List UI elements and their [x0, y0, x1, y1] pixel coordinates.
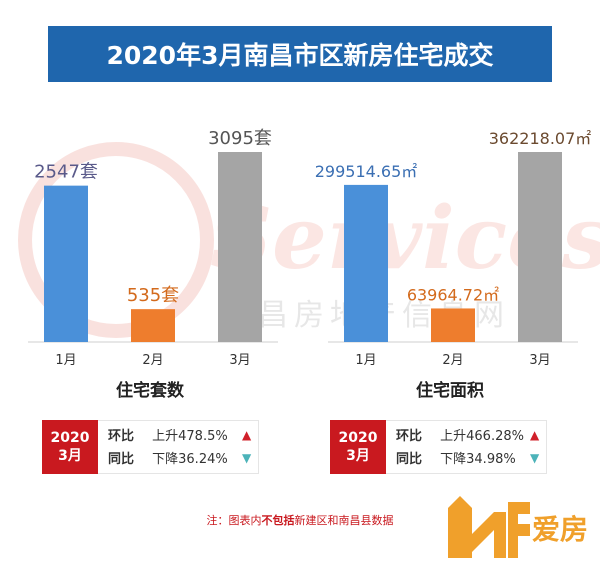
- year-badge: 2020 3月: [42, 420, 98, 474]
- arrow-down-icon: ▼: [530, 451, 540, 465]
- data-label-1: 2547套: [34, 162, 98, 183]
- stat-label: 环比: [396, 429, 423, 444]
- stat-box: 环比 上升478.5% ▲ 同比 下降36.24% ▼: [98, 420, 259, 474]
- month-label: 3月: [346, 448, 370, 464]
- year-badge: 2020 3月: [330, 420, 386, 474]
- stat-label: 同比: [396, 452, 423, 467]
- chart-panel-area: 299514.65㎡ 1月 63964.72㎡ 2月 362218.07㎡ 3月 住宅面积: [300, 100, 600, 415]
- note-suffix: 新建区和南昌县数据: [294, 514, 394, 527]
- page-title: 2020年3月南昌市区新房住宅成交: [48, 26, 552, 82]
- stat-row-mom: 环比 上升466.28% ▲: [396, 425, 539, 447]
- stat-box: 环比 上升466.28% ▲ 同比 下降34.98% ▼: [386, 420, 547, 474]
- stats-area: 2020 3月 环比 上升466.28% ▲ 同比 下降34.98% ▼: [330, 420, 548, 474]
- month-label: 3月: [58, 448, 82, 464]
- chart-units-svg: 2547套 1月 535套 2月 3095套 3月: [28, 128, 278, 368]
- arrow-down-icon: ▼: [242, 451, 252, 465]
- data-label-3: 362218.07㎡: [489, 129, 592, 148]
- bar-1: [44, 185, 88, 342]
- x-tick-label: 2月: [142, 353, 163, 368]
- stat-value: 下降36.24%: [152, 452, 228, 467]
- data-label-3: 3095套: [208, 128, 272, 149]
- stat-label: 同比: [108, 452, 135, 467]
- arrow-up-icon: ▲: [242, 428, 252, 442]
- footnote: 注：图表内不包括新建区和南昌县数据: [0, 512, 600, 528]
- x-tick-label: 1月: [55, 353, 76, 368]
- x-tick-label: 1月: [355, 353, 376, 368]
- data-label-1: 299514.65㎡: [315, 162, 418, 181]
- stat-value: 上升466.28%: [440, 429, 524, 444]
- bar-2: [131, 309, 175, 342]
- bar-3: [518, 152, 562, 342]
- x-tick-label: 3月: [229, 353, 250, 368]
- stat-row-yoy: 同比 下降36.24% ▼: [108, 448, 251, 470]
- logo-text: 爱房: [532, 513, 589, 546]
- year-label: 2020: [50, 430, 90, 446]
- chart-title-area: 住宅面积: [416, 381, 484, 401]
- stat-row-yoy: 同比 下降34.98% ▼: [396, 448, 539, 470]
- bar-3: [218, 152, 262, 342]
- x-tick-label: 3月: [529, 353, 550, 368]
- note-bold: 不包括: [261, 514, 295, 527]
- bar-1: [344, 184, 388, 342]
- chart-title-units: 住宅套数: [116, 381, 184, 401]
- chart-area-svg: 299514.65㎡ 1月 63964.72㎡ 2月 362218.07㎡ 3月: [315, 129, 592, 368]
- x-tick-label: 2月: [442, 353, 463, 368]
- data-label-2: 535套: [127, 285, 179, 306]
- year-label: 2020: [338, 430, 378, 446]
- arrow-up-icon: ▲: [530, 428, 540, 442]
- stat-value: 下降34.98%: [440, 452, 516, 467]
- chart-panel-units: 2547套 1月 535套 2月 3095套 3月 住宅套数: [0, 100, 300, 415]
- note-prefix: 注：图表内: [206, 514, 262, 527]
- stat-label: 环比: [108, 429, 135, 444]
- stats-units: 2020 3月 环比 上升478.5% ▲ 同比 下降36.24% ▼: [42, 420, 260, 474]
- data-label-2: 63964.72㎡: [407, 285, 499, 304]
- stat-value: 上升478.5%: [152, 429, 228, 444]
- bar-2: [431, 308, 475, 342]
- stat-row-mom: 环比 上升478.5% ▲: [108, 425, 251, 447]
- logo-icon: [448, 496, 530, 558]
